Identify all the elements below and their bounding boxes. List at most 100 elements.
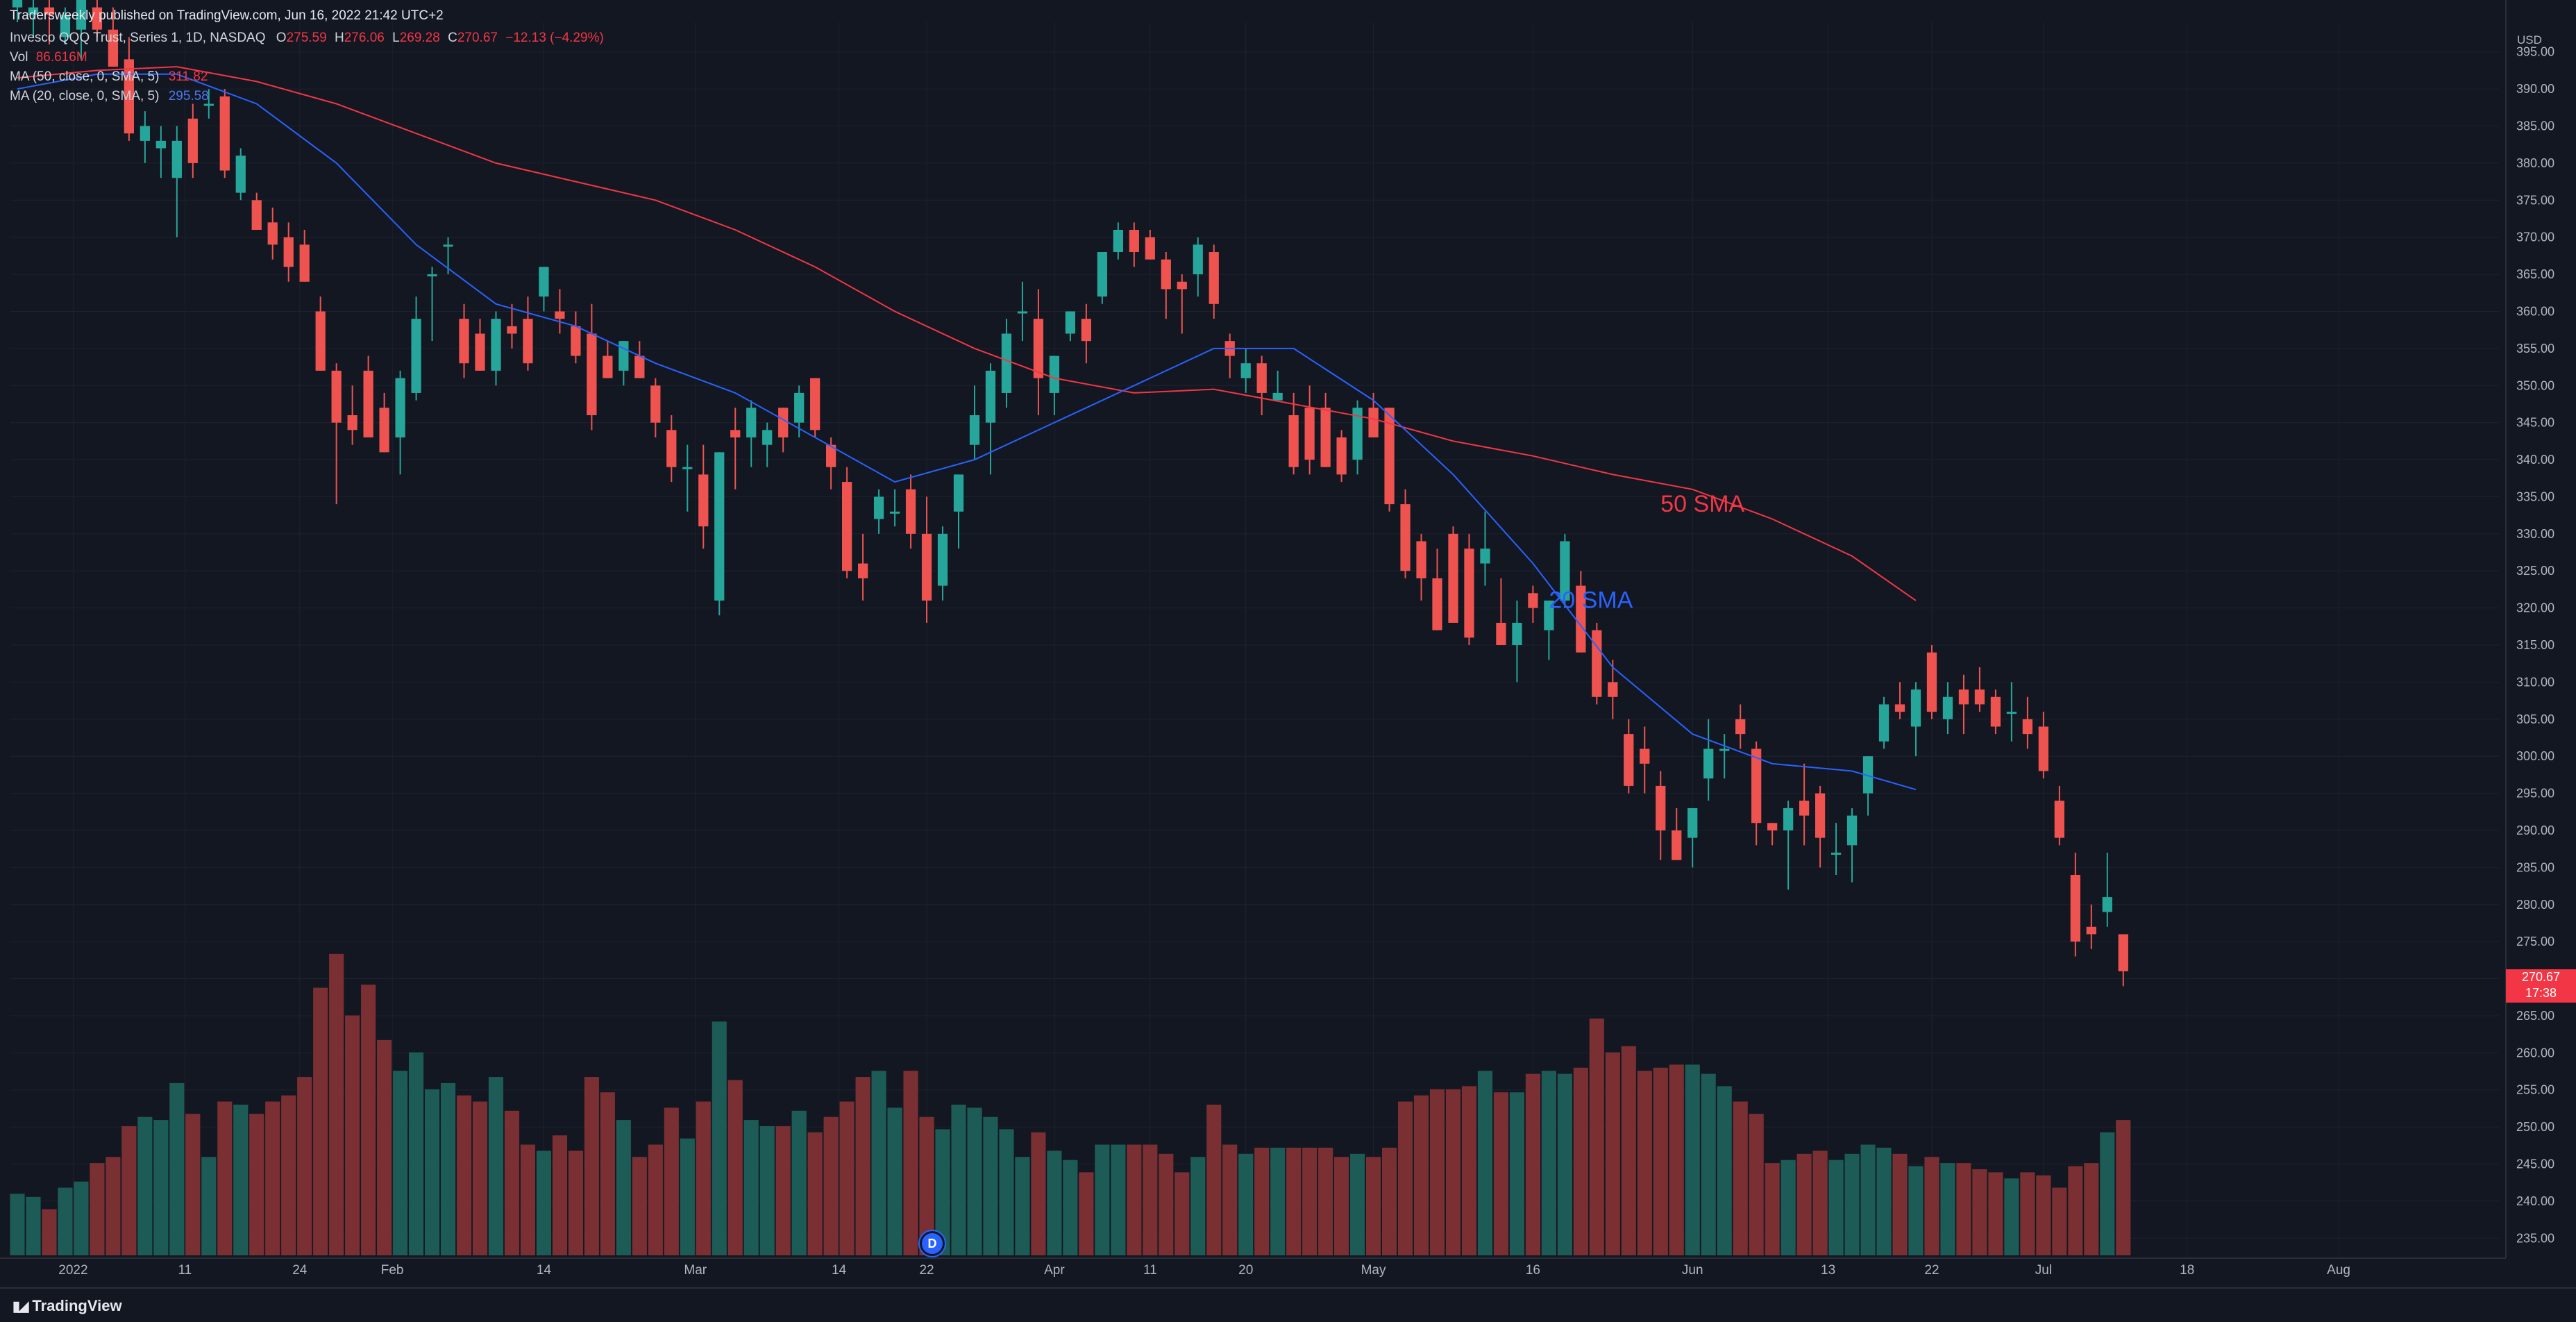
volume-bar (1589, 1018, 1604, 1255)
volume-bar (2052, 1187, 2067, 1255)
candle-body (411, 319, 421, 393)
volume-bar (1190, 1157, 1206, 1255)
price-tick-label: 360.00 (2516, 304, 2554, 318)
volume-bar (983, 1116, 998, 1255)
candle-body (12, 0, 23, 8)
ma50-legend[interactable]: MA (50, close, 0, SMA, 5) 311.82 (10, 69, 208, 85)
volume-bar (345, 1015, 360, 1255)
candle-body (571, 326, 581, 356)
candle-body (857, 563, 868, 578)
volume-legend[interactable]: Vol 86.616M (10, 50, 87, 65)
ohlc-high: 276.06 (344, 31, 385, 45)
volume-bar (1413, 1095, 1429, 1255)
candle-body (1464, 549, 1474, 638)
volume-bar (1733, 1101, 1748, 1255)
volume-bar (1908, 1166, 1923, 1255)
volume-bar (1701, 1073, 1716, 1255)
price-tick-label: 300.00 (2516, 749, 2554, 763)
volume-bar (456, 1095, 472, 1255)
time-tick-label: 11 (178, 1263, 192, 1278)
price-tick-label: 310.00 (2516, 675, 2554, 689)
time-tick-label: 11 (1143, 1263, 1157, 1278)
candle-body (124, 59, 135, 134)
tradingview-logo[interactable]: ▮◢ TradingView (12, 1297, 122, 1315)
price-tick-label: 260.00 (2516, 1046, 2554, 1060)
candle-body (1608, 682, 1618, 697)
time-tick-label: Jul (2035, 1263, 2052, 1278)
volume-bar (1509, 1092, 1524, 1255)
volume-bar (1796, 1153, 1812, 1255)
candle-body (921, 533, 932, 601)
volume-bar (1302, 1147, 1318, 1255)
volume-bar (2004, 1178, 2019, 1255)
candle-body (395, 378, 405, 438)
time-axis[interactable]: 2022 11 24 Feb 14 Mar 14 22 Apr 11 20 May 16 Jun 13 22 J… (0, 1257, 2506, 1278)
candle-body (1640, 748, 1650, 764)
volume-bar (488, 1077, 504, 1255)
price-tick-label: 275.00 (2516, 935, 2554, 948)
ma20-legend[interactable]: MA (20, close, 0, SMA, 5) 295.58 (10, 89, 209, 104)
candle-body (873, 496, 884, 519)
symbol-legend[interactable]: Invesco QQQ Trust, Series 1, 1D, NASDAQ … (10, 31, 604, 46)
candle-body (985, 370, 996, 423)
candle-body (762, 430, 773, 445)
currency-label: USD (2517, 33, 2542, 47)
volume-bar (1365, 1157, 1381, 1255)
volume-bar (616, 1120, 631, 1255)
volume-bar (472, 1101, 488, 1255)
volume-bar (632, 1157, 647, 1255)
volume-bar (951, 1104, 966, 1255)
candle-body (2038, 726, 2048, 771)
candle-body (1129, 230, 1139, 253)
candle-body (203, 103, 214, 106)
candle-body (953, 474, 964, 512)
candle-body (347, 415, 357, 430)
volume-bar (249, 1114, 264, 1255)
candle-body (187, 118, 198, 163)
candle-body (698, 474, 709, 527)
volume-bar (1828, 1160, 1844, 1255)
candle-body (1958, 689, 1969, 705)
volume-bar (520, 1144, 536, 1255)
candle-body (315, 311, 326, 371)
volume-bar (1892, 1153, 1908, 1255)
dividend-marker[interactable]: D (918, 1230, 946, 1257)
candle-body (1113, 230, 1123, 253)
candle-body (1336, 437, 1347, 475)
volume-bar (1717, 1086, 1732, 1255)
candle-body (603, 355, 613, 378)
candle-body (1209, 252, 1219, 304)
volume-bar (1381, 1147, 1397, 1255)
candle-body (283, 237, 294, 267)
candle-body (60, 15, 71, 37)
candle-body (363, 370, 373, 438)
ma20-line (17, 73, 1917, 791)
candle-body (1560, 541, 1570, 601)
candle-body (491, 319, 501, 371)
volume-bar (584, 1077, 599, 1255)
candle-body (1001, 333, 1012, 393)
candle-body (778, 408, 789, 438)
candle-body (1926, 652, 1937, 712)
time-tick-label: 13 (1821, 1263, 1835, 1278)
volume-bar (903, 1071, 918, 1255)
volume-bar (1127, 1144, 1142, 1255)
volume-bar (169, 1082, 185, 1255)
volume-bars (10, 953, 2131, 1255)
price-axis[interactable]: 395.00 390.00 385.00 380.00 375.00 370.00 365.… (2505, 0, 2554, 1258)
volume-bar (1956, 1163, 1971, 1255)
volume-bar (807, 1132, 823, 1255)
candle-body (1240, 363, 1251, 378)
candle-body (1830, 853, 1842, 855)
candle-body (650, 385, 661, 423)
time-tick-label: 18 (2180, 1263, 2194, 1278)
volume-bar (90, 1163, 105, 1255)
brand-name: TradingView (32, 1297, 122, 1314)
volume-bar (201, 1157, 217, 1255)
time-tick-label: 16 (1526, 1263, 1540, 1278)
candle-body (634, 355, 645, 378)
volume-value: 86.616M (35, 50, 87, 65)
candle-body (2054, 801, 2064, 838)
volume-bar (1397, 1101, 1413, 1255)
